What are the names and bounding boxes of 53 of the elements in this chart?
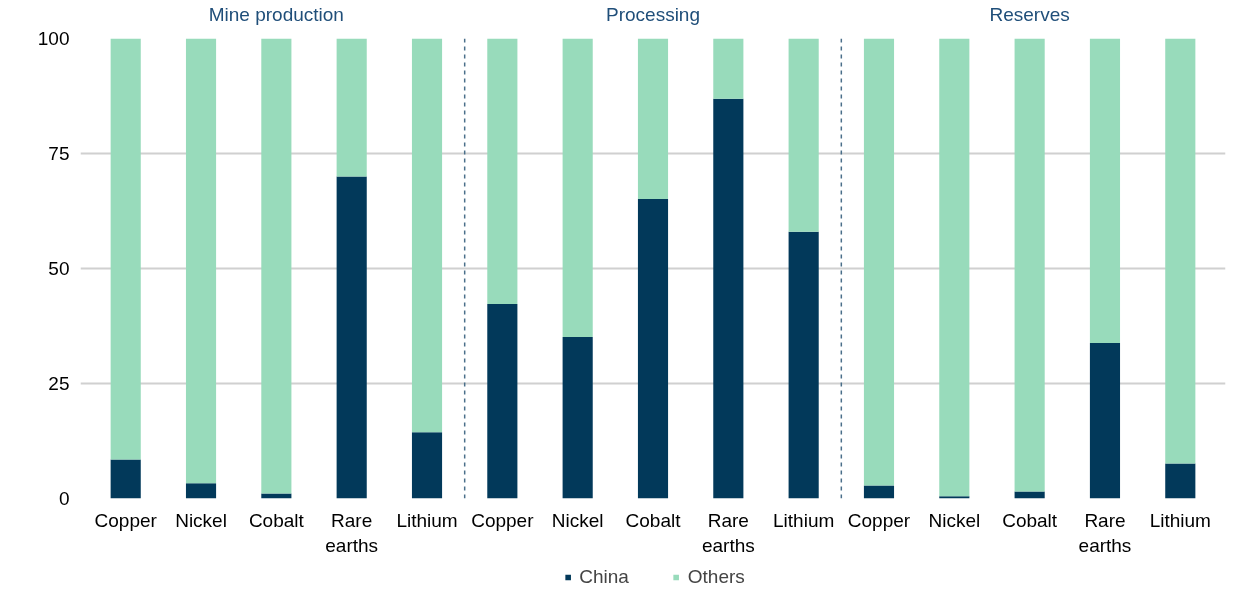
x-tick-label: Cobalt bbox=[248, 509, 305, 531]
bar bbox=[411, 38, 443, 433]
bar bbox=[1089, 343, 1121, 499]
bar bbox=[487, 38, 518, 304]
bar bbox=[110, 38, 141, 460]
x-tick-label: Copper bbox=[94, 509, 158, 531]
bar bbox=[1014, 38, 1045, 492]
bar bbox=[637, 38, 669, 200]
x-tick-label: Rare earths bbox=[325, 509, 379, 556]
legend-label: China bbox=[579, 566, 629, 588]
text: Processing bbox=[606, 3, 701, 25]
bar bbox=[1165, 38, 1196, 464]
bar bbox=[411, 432, 443, 499]
bar bbox=[336, 176, 367, 499]
y-tick-label: 100 bbox=[37, 28, 70, 49]
bar bbox=[939, 38, 970, 497]
bar bbox=[1089, 38, 1121, 344]
x-tick-label: Copper bbox=[471, 509, 535, 531]
bar bbox=[713, 98, 744, 499]
x-tick-label: Cobalt bbox=[1002, 509, 1058, 531]
bar bbox=[863, 38, 895, 486]
bar bbox=[863, 485, 895, 499]
x-tick-label: Nickel bbox=[551, 509, 604, 531]
x-tick-label: Rare earths bbox=[1078, 509, 1132, 556]
x-tick-label: Cobalt bbox=[625, 509, 682, 531]
bar bbox=[788, 38, 819, 232]
bar bbox=[336, 38, 367, 177]
y-tick-label: 50 bbox=[48, 258, 70, 279]
y-tick-label: 0 bbox=[58, 488, 70, 509]
text: Reserves bbox=[989, 3, 1070, 25]
y-tick-label: 25 bbox=[48, 373, 70, 394]
x-tick-label: Lithium bbox=[773, 509, 835, 531]
x-tick-label: Lithium bbox=[1149, 509, 1211, 531]
bar bbox=[487, 303, 518, 499]
bar bbox=[110, 459, 141, 499]
bar bbox=[637, 199, 669, 499]
x-tick-label: Copper bbox=[847, 509, 911, 531]
bar bbox=[788, 231, 819, 499]
bar bbox=[261, 38, 292, 494]
bar bbox=[713, 38, 744, 99]
bar bbox=[261, 493, 292, 499]
x-tick-label: Rare earths bbox=[701, 509, 755, 556]
bar bbox=[185, 483, 217, 499]
x-tick-label: Nickel bbox=[928, 509, 981, 531]
bar bbox=[562, 38, 593, 338]
bar bbox=[185, 38, 217, 484]
legend-label: Others bbox=[687, 566, 745, 588]
bar bbox=[562, 337, 593, 499]
x-tick-label: Lithium bbox=[396, 509, 458, 531]
y-tick-label: 75 bbox=[48, 143, 70, 164]
x-tick-label: Nickel bbox=[175, 509, 227, 531]
text: Mine production bbox=[208, 3, 344, 25]
bar bbox=[1165, 463, 1196, 499]
